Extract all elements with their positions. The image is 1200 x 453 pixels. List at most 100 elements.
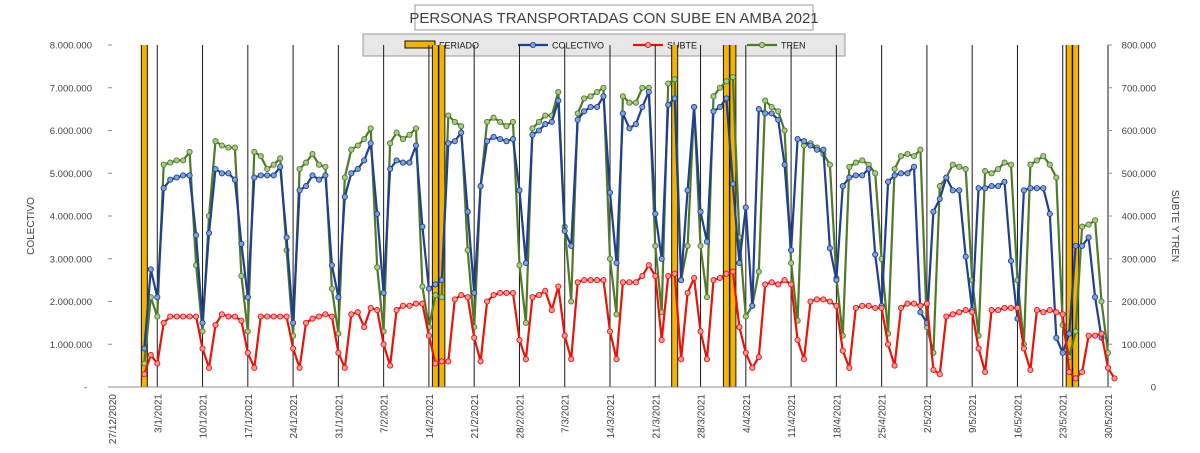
data-point <box>186 313 193 320</box>
data-point <box>691 274 698 282</box>
data-point <box>367 140 374 147</box>
data-point <box>555 88 562 96</box>
data-point <box>147 266 154 273</box>
x-tick-label: 25/4/2021 <box>878 394 889 439</box>
data-point <box>341 364 348 371</box>
data-point <box>412 300 420 307</box>
data-point <box>419 300 426 307</box>
data-point <box>658 336 665 344</box>
data-point <box>1098 330 1105 337</box>
data-point <box>600 93 607 100</box>
data-point <box>813 296 821 303</box>
x-tick-label: 14/2/2021 <box>425 394 436 439</box>
data-point <box>826 245 833 252</box>
y-left-tick-label: 3.000.000 <box>50 254 92 265</box>
data-point <box>632 279 639 286</box>
x-tick-label: 16/5/2021 <box>1013 394 1024 439</box>
x-tick-label: 27/12/2020 <box>108 394 119 444</box>
data-point <box>917 146 924 153</box>
data-point <box>671 76 678 83</box>
data-point <box>477 358 484 365</box>
data-point <box>1046 161 1053 168</box>
data-point <box>302 183 310 190</box>
data-point <box>587 103 594 111</box>
data-point <box>949 187 956 194</box>
data-point <box>645 262 652 269</box>
data-point <box>742 313 749 320</box>
data-point <box>212 138 219 145</box>
data-point <box>497 136 504 143</box>
data-point <box>561 227 568 235</box>
data-point <box>1079 223 1086 230</box>
data-point <box>594 103 601 111</box>
legend-item-colectivo: COLECTIVO <box>518 41 604 51</box>
y-left-tick-label: 6.000.000 <box>50 126 92 137</box>
data-point <box>982 368 989 376</box>
data-point <box>852 304 859 311</box>
data-point <box>341 193 348 200</box>
data-point <box>1079 368 1086 376</box>
data-point <box>846 364 853 371</box>
data-point <box>1092 332 1099 339</box>
data-point <box>982 168 989 175</box>
data-point <box>257 313 264 320</box>
data-point <box>1007 161 1015 168</box>
data-point <box>270 313 277 320</box>
data-point <box>1098 298 1105 305</box>
data-point <box>238 240 245 247</box>
data-point <box>794 336 801 344</box>
data-point <box>451 118 458 125</box>
data-point <box>451 296 458 303</box>
data-point <box>600 84 607 91</box>
data-point <box>296 165 303 173</box>
data-point <box>283 313 290 320</box>
data-point <box>380 289 387 296</box>
data-point <box>716 274 723 282</box>
data-point <box>231 144 238 151</box>
data-point <box>464 208 471 215</box>
data-point <box>302 319 310 326</box>
data-point <box>820 146 827 153</box>
data-point <box>458 292 465 299</box>
legend-swatch <box>404 40 436 49</box>
data-point <box>490 133 497 140</box>
data-point <box>1007 257 1015 264</box>
data-point <box>464 294 471 301</box>
data-point <box>484 118 491 125</box>
data-point <box>160 185 167 192</box>
data-point <box>251 174 258 181</box>
data-point <box>1033 157 1040 164</box>
feriado-bar <box>1066 45 1073 387</box>
data-point <box>477 183 484 190</box>
data-point <box>891 362 898 369</box>
data-point <box>762 97 769 104</box>
data-point <box>930 208 937 215</box>
y-right-tick-label: 600.000 <box>1122 126 1156 137</box>
data-point <box>678 356 685 363</box>
data-point <box>322 172 329 179</box>
data-point <box>885 178 892 185</box>
data-point <box>387 140 394 147</box>
data-point <box>936 371 943 378</box>
data-point <box>956 309 963 316</box>
data-point <box>749 364 756 371</box>
data-point <box>639 103 646 111</box>
data-point <box>626 279 633 286</box>
data-point <box>904 300 911 307</box>
data-point <box>438 294 445 301</box>
data-point <box>962 307 969 314</box>
data-point <box>703 356 711 363</box>
data-point <box>936 195 943 202</box>
data-point <box>277 155 284 162</box>
data-point <box>574 279 581 286</box>
data-point <box>257 153 264 160</box>
y-axis-right-title: SUBTE Y TREN <box>1169 190 1180 262</box>
data-point <box>361 136 368 143</box>
data-point <box>302 159 310 166</box>
y-left-tick-label: 4.000.000 <box>50 212 92 223</box>
data-point <box>497 289 504 296</box>
data-point <box>425 285 432 292</box>
data-point <box>322 163 329 170</box>
data-point <box>910 300 918 307</box>
data-point <box>542 121 549 128</box>
